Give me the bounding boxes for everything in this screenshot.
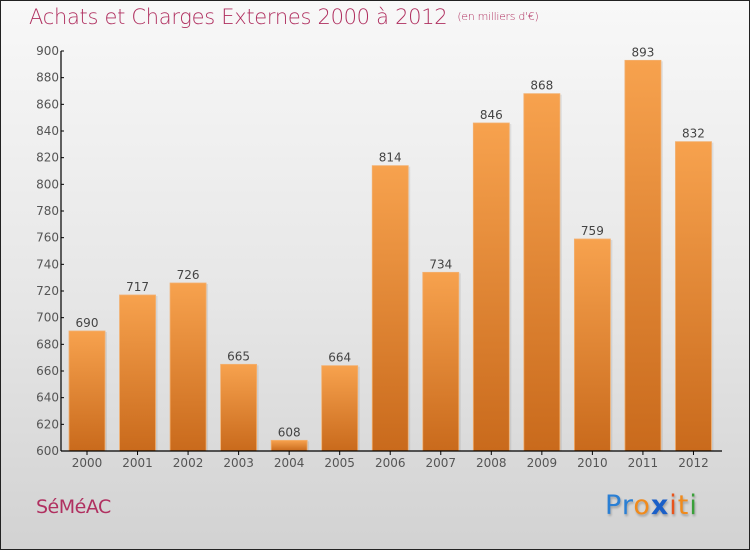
x-tick-label-2001: 2001 bbox=[122, 456, 153, 470]
y-tick-label-720: 720 bbox=[36, 284, 59, 298]
x-tick-label-2003: 2003 bbox=[223, 456, 254, 470]
value-label-2003: 665 bbox=[227, 349, 250, 363]
chart-title-text: Achats et Charges Externes 2000 à 2012 bbox=[29, 5, 448, 29]
x-tick-label-2004: 2004 bbox=[274, 456, 305, 470]
y-tick-label-840: 840 bbox=[36, 124, 59, 138]
y-tick-label-760: 760 bbox=[36, 231, 59, 245]
value-label-2005: 664 bbox=[328, 351, 351, 365]
chart-subtitle: (en milliers d'€) bbox=[457, 10, 539, 23]
y-tick-label-680: 680 bbox=[36, 337, 59, 351]
value-label-2011: 893 bbox=[631, 45, 654, 59]
chart-title: Achats et Charges Externes 2000 à 2012 (e… bbox=[29, 5, 539, 29]
logo-letter: P bbox=[605, 490, 622, 521]
bar-2010 bbox=[573, 238, 611, 452]
bar-2009 bbox=[523, 93, 561, 452]
bar-2001 bbox=[119, 294, 156, 452]
value-label-2006: 814 bbox=[379, 151, 402, 165]
logo-letter: i bbox=[669, 490, 678, 521]
y-tick-label-780: 780 bbox=[36, 204, 59, 218]
value-label-2007: 734 bbox=[429, 257, 452, 271]
y-tick-label-900: 900 bbox=[36, 44, 59, 58]
logo-letter: t bbox=[677, 490, 690, 521]
town-name: SéMéAC bbox=[36, 496, 111, 518]
bar-2000 bbox=[68, 330, 106, 452]
value-label-2000: 690 bbox=[76, 316, 99, 330]
logo-letter: x bbox=[650, 490, 670, 521]
x-tick-label-2010: 2010 bbox=[577, 456, 608, 470]
value-label-2008: 846 bbox=[480, 108, 503, 122]
value-label-2001: 717 bbox=[126, 280, 149, 294]
y-tick-label-700: 700 bbox=[36, 311, 59, 325]
value-label-2004: 608 bbox=[278, 425, 301, 439]
bar-2004 bbox=[270, 439, 308, 452]
y-tick-label-880: 880 bbox=[36, 71, 59, 85]
bar-chart: 690717726665608664814734846868759893832 … bbox=[36, 44, 722, 470]
y-tick-label-740: 740 bbox=[36, 257, 59, 271]
x-tick-label-2009: 2009 bbox=[527, 456, 558, 470]
logo-letter: i bbox=[689, 490, 698, 521]
y-tick-label-600: 600 bbox=[36, 444, 59, 458]
x-tick-label-2011: 2011 bbox=[628, 456, 659, 470]
x-tick-label-2006: 2006 bbox=[375, 456, 406, 470]
logo-letter: o bbox=[633, 490, 651, 521]
bar-2002 bbox=[169, 282, 207, 452]
proxiti-logo[interactable]: Proxiti bbox=[605, 490, 698, 521]
bar-2006 bbox=[371, 165, 409, 452]
x-tick-label-2007: 2007 bbox=[425, 456, 456, 470]
value-label-2009: 868 bbox=[530, 79, 553, 93]
bar-2005 bbox=[321, 365, 359, 452]
bar-2012 bbox=[675, 141, 712, 452]
axes-group: 2000 2001 2002 2003 2004 2005 2006 2007 2008 2009… bbox=[36, 44, 722, 470]
bar-2003 bbox=[220, 363, 258, 452]
y-tick-label-660: 660 bbox=[36, 364, 59, 378]
value-label-2012: 832 bbox=[682, 127, 705, 141]
y-tick-label-640: 640 bbox=[36, 391, 59, 405]
logo-letter: r bbox=[621, 490, 634, 521]
bars-group: 690 717 726 665 608 664 814 734 846 868 759 893 832 bbox=[68, 45, 714, 452]
value-label-2002: 726 bbox=[177, 268, 200, 282]
value-label-2010: 759 bbox=[581, 224, 604, 238]
bar-2011 bbox=[624, 59, 662, 452]
bar-2008 bbox=[472, 122, 510, 452]
y-tick-label-860: 860 bbox=[36, 97, 59, 111]
y-tick-label-820: 820 bbox=[36, 151, 59, 165]
y-tick-label-800: 800 bbox=[36, 177, 59, 191]
bar-2007 bbox=[422, 271, 460, 452]
x-tick-label-2002: 2002 bbox=[173, 456, 204, 470]
x-tick-label-2008: 2008 bbox=[476, 456, 507, 470]
x-tick-label-2012: 2012 bbox=[678, 456, 709, 470]
x-tick-label-2000: 2000 bbox=[72, 456, 103, 470]
x-tick-label-2005: 2005 bbox=[324, 456, 355, 470]
y-tick-label-620: 620 bbox=[36, 417, 59, 431]
